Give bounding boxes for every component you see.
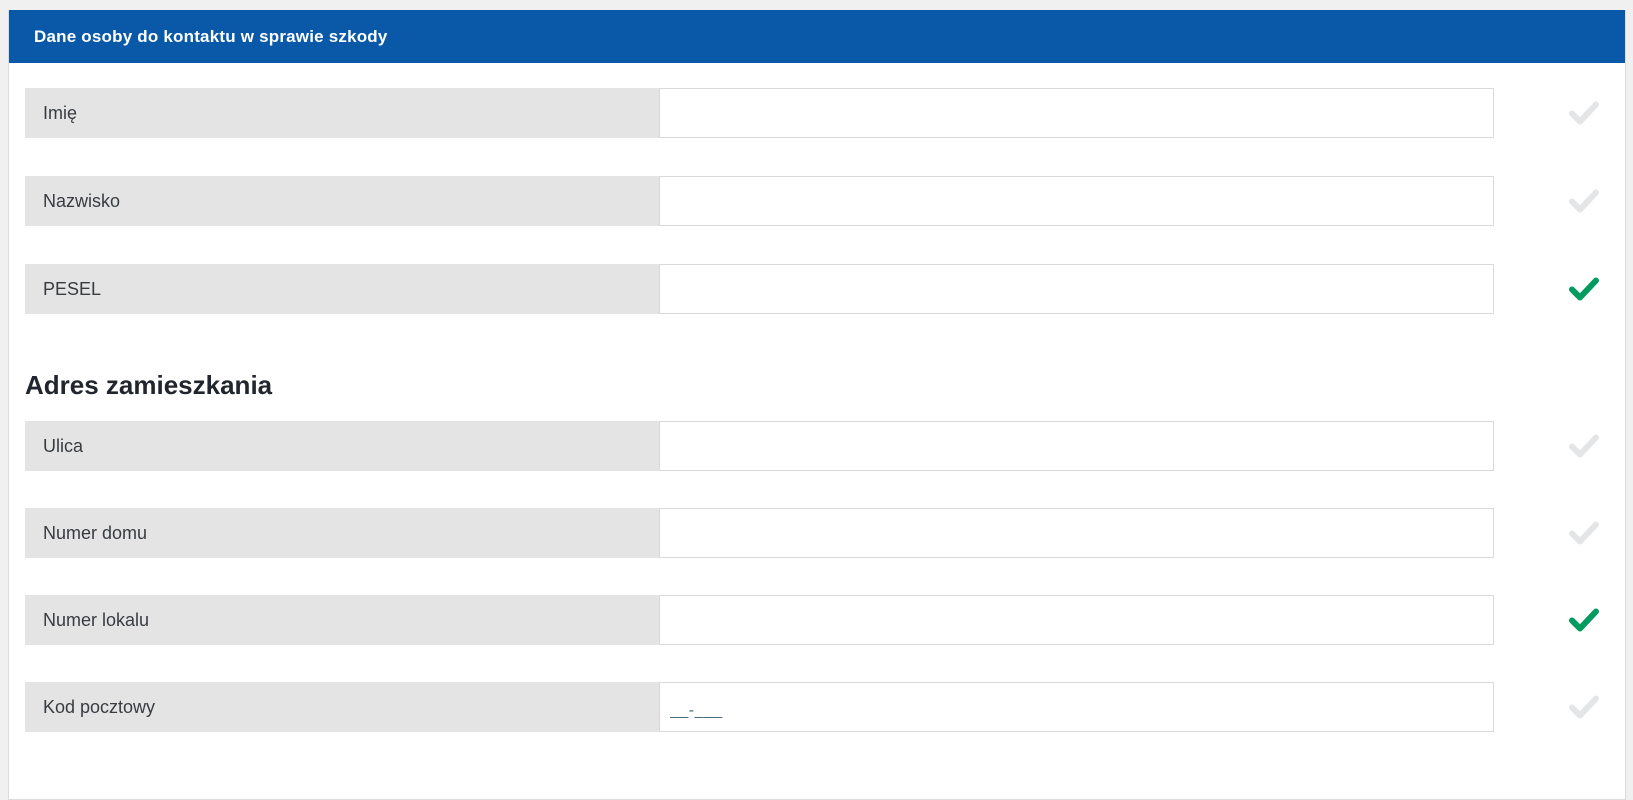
field-label-pesel: PESEL xyxy=(25,264,659,314)
field-label-numer-domu: Numer domu xyxy=(25,508,659,558)
form-panel: Dane osoby do kontaktu w sprawie szkody … xyxy=(8,10,1626,800)
imie-input[interactable] xyxy=(659,88,1494,138)
check-icon xyxy=(1569,277,1599,301)
check-icon xyxy=(1569,608,1599,632)
check-icon xyxy=(1569,695,1599,719)
field-label-numer-lokalu: Numer lokalu xyxy=(25,595,659,645)
form-row-nazwisko: Nazwisko xyxy=(25,176,1609,226)
nazwisko-input[interactable] xyxy=(659,176,1494,226)
pesel-input[interactable] xyxy=(659,264,1494,314)
form-row-ulica: Ulica xyxy=(25,421,1609,471)
field-label-nazwisko: Nazwisko xyxy=(25,176,659,226)
form-row-imie: Imię xyxy=(25,88,1609,138)
check-icon xyxy=(1569,434,1599,458)
numer-lokalu-input[interactable] xyxy=(659,595,1494,645)
form-row-numer-domu: Numer domu xyxy=(25,508,1609,558)
panel-title: Dane osoby do kontaktu w sprawie szkody xyxy=(34,26,388,46)
check-icon xyxy=(1569,521,1599,545)
field-label-kod-pocztowy: Kod pocztowy xyxy=(25,682,659,732)
panel-header: Dane osoby do kontaktu w sprawie szkody xyxy=(9,10,1625,63)
field-label-imie: Imię xyxy=(25,88,659,138)
check-icon xyxy=(1569,189,1599,213)
address-section-heading: Adres zamieszkania xyxy=(25,370,273,400)
form-row-pesel: PESEL xyxy=(25,264,1609,314)
form-row-numer-lokalu: Numer lokalu xyxy=(25,595,1609,645)
kod-pocztowy-input[interactable] xyxy=(659,682,1494,732)
check-icon xyxy=(1569,101,1599,125)
form-row-kod-pocztowy: Kod pocztowy xyxy=(25,682,1609,732)
panel-body: Imię Nazwisko PESEL xyxy=(9,63,1625,772)
numer-domu-input[interactable] xyxy=(659,508,1494,558)
ulica-input[interactable] xyxy=(659,421,1494,471)
field-label-ulica: Ulica xyxy=(25,421,659,471)
